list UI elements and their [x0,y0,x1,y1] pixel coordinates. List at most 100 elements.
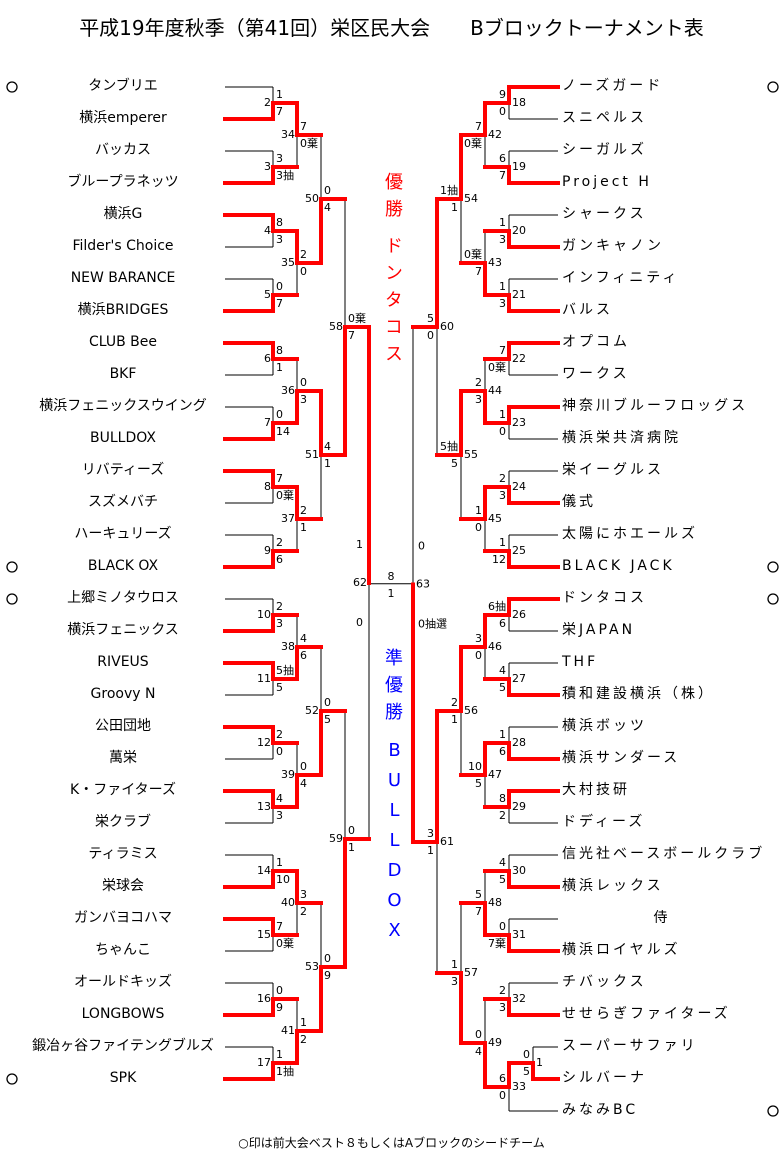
team-name-right: BLACK JACK [562,558,675,574]
match-score-top: 2 [300,248,307,261]
match-number: 48 [488,896,502,909]
match-score-bottom: 0 [499,105,506,118]
team-name-left: 横浜フェニックス [67,622,179,638]
match-score-bottom: 3 [475,393,482,406]
match-score-bottom: 4 [324,201,331,214]
team-name-left: 横浜emperer [79,110,167,126]
match-number: 43 [488,256,502,269]
match-score-bottom: 3 [499,1001,506,1014]
team-name-left: 横浜フェニックスウイング [39,398,207,414]
match-score-top: 7 [276,472,283,485]
match-number: 17 [257,1056,271,1069]
match-score-top: 3 [300,888,307,901]
seed-circle-icon [767,561,779,573]
team-name-right: 横浜栄共済病院 [562,430,681,446]
match-number: 49 [488,1036,502,1049]
team-name-right: ガンキャノン [562,238,664,254]
match-score-bottom: 5 [475,777,482,790]
match-score-bottom: 1 [348,841,355,854]
runner-up-label: 準優勝 [382,648,403,729]
team-name-left: NEW BARANCE [70,270,176,286]
match-score-top: 9 [499,88,506,101]
match-number: 44 [488,384,502,397]
match-score-top: 6 [499,1072,506,1085]
match-number: 54 [464,192,478,205]
match-score-bottom: 1 [324,457,331,470]
match-score-top: 0 [324,952,331,965]
match-number: 21 [512,288,526,301]
team-name-right: ドディーズ [562,814,646,830]
team-name-right: バルス [562,302,613,318]
match-number: 4 [264,224,271,237]
match-score-bottom: 7 [475,265,482,278]
match-score-top: 1 [300,1016,307,1029]
match-score-bottom: 7 [276,297,283,310]
match-score-top: 0 [499,920,506,933]
seed-circle-icon [767,593,779,605]
match-score-top: 0 [324,184,331,197]
match-number: 46 [488,640,502,653]
match-number: 16 [257,992,271,1005]
match-number: 59 [329,832,343,845]
match-score-bottom: 7 [348,329,355,342]
match-number: 32 [512,992,526,1005]
match-score-bottom: 1 [300,521,307,534]
match-score-top: 6抽 [488,599,506,613]
match-number: 24 [512,480,526,493]
match-score-top: 1 [499,408,506,421]
team-name-right: シャークス [562,206,647,222]
match-number: 33 [512,1080,526,1093]
match-score-top: 1抽 [440,183,458,197]
team-name-left: ガンバヨコハマ [74,910,172,926]
footnote: ○印は前大会ベスト８もしくはAブロックのシードチーム [238,1136,545,1150]
team-name-right: インフィニティ [562,270,680,286]
team-name-right: 信光社ベースボールクラブ [562,846,766,862]
team-name-left: オールドキッズ [74,974,172,990]
match-score-bottom: 3 [499,297,506,310]
team-name-left: ティラミス [88,846,158,862]
seed-circle-icon [6,1073,18,1085]
team-name-left: Filder's Choice [72,238,174,254]
match-score-top: 0 [276,984,283,997]
match-score-top: 2 [276,728,283,741]
match-score-top: 8 [276,216,283,229]
match-number: 11 [257,672,271,685]
match-score-top: 0 [418,540,425,553]
team-name-right: THF [562,654,599,670]
match-score-bottom: 7 [276,105,283,118]
match-score-bottom: 1 [427,844,434,857]
match-number: 28 [512,736,526,749]
match-score-top: 3 [276,152,283,165]
match-score-bottom: 5 [276,681,283,694]
match-score-bottom: 6 [499,617,506,630]
match-score-bottom: 5 [523,1065,530,1078]
match-score-bottom: 2 [499,809,506,822]
match-number: 12 [257,736,271,749]
team-name-left: BKF [109,366,137,382]
team-name-left: ハーキュリーズ [74,526,172,542]
match-number: 6 [264,352,271,365]
match-score-bottom: 3 [499,489,506,502]
match-score-bottom: 0 [300,265,307,278]
team-name-left: 栄球会 [102,878,144,894]
match-number: 55 [464,448,478,461]
match-score-top: 7 [499,344,506,357]
match-score-bottom: 5 [499,873,506,886]
match-number: 19 [512,160,526,173]
match-score-bottom: 5 [451,457,458,470]
match-score-top: 5 [427,312,434,325]
team-name-left: 栄クラブ [95,814,151,830]
match-score-top: 0棄 [464,247,482,261]
match-score-bottom: 12 [492,553,506,566]
match-number: 1 [536,1056,543,1069]
match-score-top: 8 [276,344,283,357]
match-score-bottom: 0棄 [276,488,294,502]
match-number: 57 [464,966,478,979]
match-score-top: 1 [276,1048,283,1061]
match-score-bottom: 6 [276,553,283,566]
match-score-bottom: 7棄 [488,936,506,950]
team-name-right: みなみBC [562,1102,639,1118]
seed-circle-icon [6,81,18,93]
seed-circle-icon [6,593,18,605]
team-name-right: 大村技研 [562,782,630,798]
